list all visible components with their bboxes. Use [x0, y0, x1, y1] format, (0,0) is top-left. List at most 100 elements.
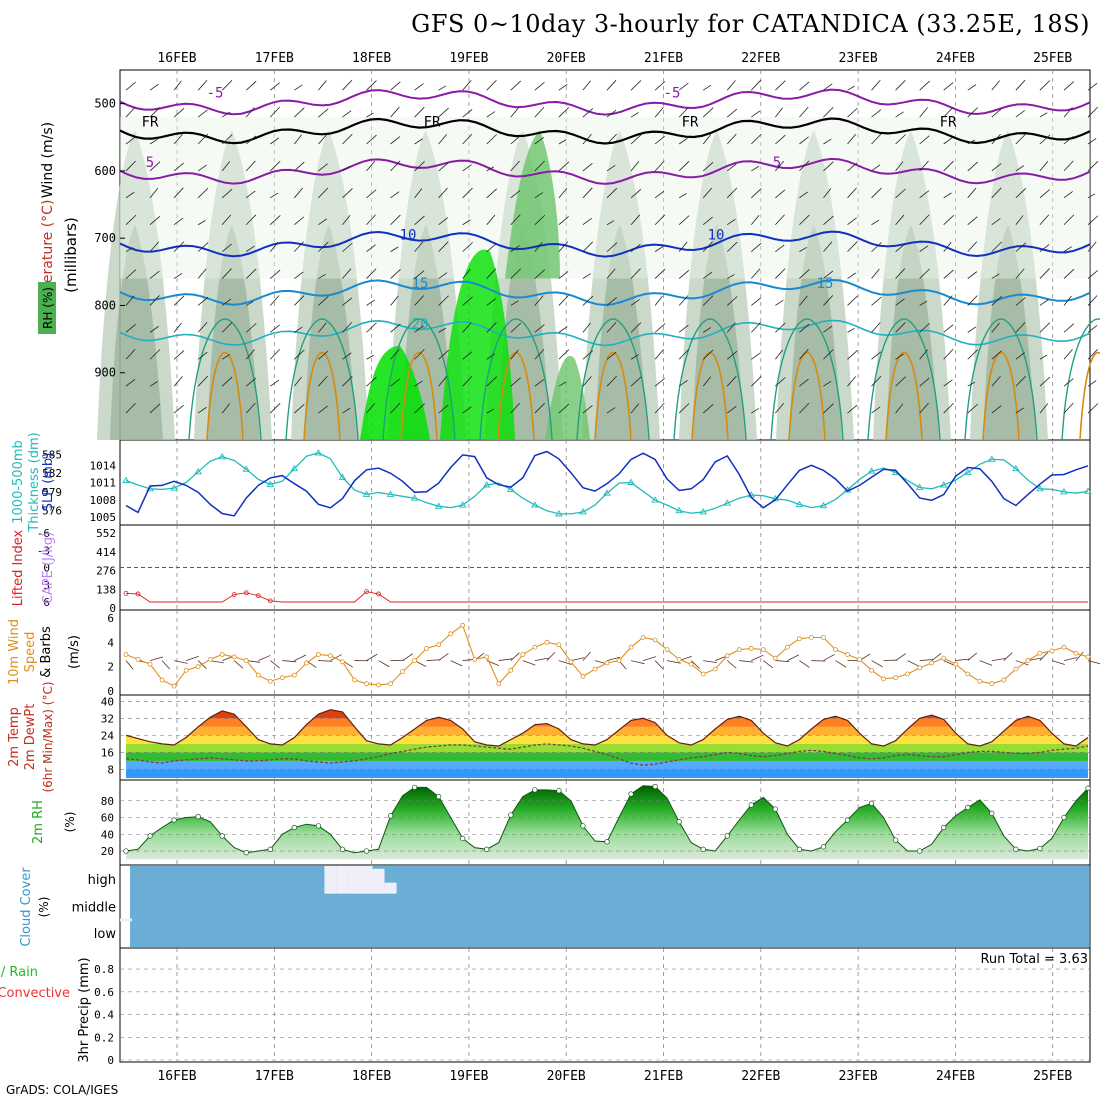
wind-barb — [775, 403, 785, 414]
isotherm-line — [188, 318, 262, 441]
wind-barb — [197, 268, 207, 279]
wind-barb — [486, 166, 495, 172]
wind-barb — [149, 270, 160, 279]
wind-barb — [919, 268, 930, 279]
precip-tick-label: 0.4 — [94, 1009, 114, 1022]
wind-barb — [221, 376, 233, 387]
wind-barb — [895, 80, 906, 91]
precip-tick-label: 0.2 — [94, 1031, 114, 1044]
wind-barb — [197, 164, 207, 172]
wind-barb — [342, 297, 353, 306]
wind10-barb — [1015, 660, 1029, 666]
wind-barb — [438, 187, 448, 199]
wind-barb — [366, 244, 376, 252]
wind-barb — [534, 379, 544, 387]
isotherm-line — [673, 318, 747, 441]
wind-barb — [606, 109, 617, 118]
thickness-tick-label: 579 — [42, 486, 62, 499]
wind-barb — [775, 377, 786, 387]
temperature-band — [121, 697, 1089, 710]
wind10-marker — [965, 671, 971, 677]
wind-barb — [414, 403, 425, 414]
bottom-day-label: 22FEB — [741, 1069, 780, 1084]
wind-barb — [1039, 244, 1050, 252]
wind-barb — [366, 112, 374, 118]
wind-barb — [221, 403, 231, 414]
wind10-barb — [1039, 652, 1049, 661]
wind10-barb — [450, 660, 463, 667]
wind-barb — [967, 139, 976, 145]
wind-barb — [678, 106, 690, 118]
wind-barb — [462, 109, 473, 118]
slp-tick-label: 1008 — [90, 494, 117, 507]
wind-barb — [799, 323, 810, 333]
wind-barb — [991, 108, 1002, 118]
wind-barb — [823, 161, 834, 172]
wind10-marker — [736, 647, 742, 653]
isotherm-line — [576, 318, 650, 441]
wind-barb — [991, 376, 1001, 387]
wind10-barb — [149, 656, 164, 661]
wind-barb — [221, 214, 232, 225]
wind10-marker — [1049, 648, 1055, 654]
wind-barb — [125, 136, 136, 145]
wind-barb — [558, 241, 569, 252]
bottom-day-label: 25FEB — [1033, 1069, 1072, 1084]
wind-barb — [294, 271, 304, 279]
wind10-marker — [640, 635, 646, 640]
precip-axis-label: 3hr Precip (mm) — [77, 957, 92, 1062]
wind-barb — [871, 296, 882, 306]
wind-barb — [799, 246, 807, 252]
dew2m-axis-label: 2m DewPt — [23, 704, 38, 771]
wind10-marker — [400, 669, 405, 674]
wind-barb — [125, 323, 136, 333]
wind-barb — [390, 106, 400, 118]
wind-barb — [486, 298, 497, 306]
wind-barb — [534, 192, 544, 199]
rh2m-marker — [484, 846, 490, 852]
rh-tick-label: 80 — [101, 795, 114, 808]
rh2m-marker — [652, 783, 658, 790]
thickness-marker — [988, 455, 996, 462]
wind10-barb — [654, 660, 664, 670]
thickness-tick-label: 582 — [42, 467, 62, 480]
dewpoint2m-line — [125, 743, 1089, 766]
wind-barb — [173, 376, 183, 387]
wind-barb — [558, 349, 570, 360]
wind10-barb — [799, 660, 810, 668]
wind10-barb — [811, 660, 826, 662]
wind10-barb — [907, 660, 920, 667]
credit-label: GrADS: COLA/IGES — [6, 1083, 119, 1097]
isotherm-line — [382, 318, 456, 441]
wind10-marker — [267, 678, 273, 684]
wind-barb — [173, 272, 183, 279]
wind10-marker — [724, 653, 730, 659]
wind10-marker — [857, 656, 862, 662]
wind-barb — [654, 135, 665, 145]
bottom-day-label: 21FEB — [644, 1069, 683, 1084]
wind-barb — [390, 160, 401, 172]
wind-barb — [1015, 188, 1027, 199]
wind10-barb — [751, 654, 764, 661]
wind-barb — [125, 160, 136, 172]
wind-barb — [654, 295, 663, 306]
wind-barb — [775, 268, 786, 279]
wind-barb — [678, 137, 688, 145]
wind-barb — [342, 268, 352, 279]
wind-barb — [1015, 133, 1026, 145]
wind10-marker — [616, 658, 622, 663]
wind-barb — [534, 402, 545, 414]
wind10-axis-label: Speed — [23, 632, 38, 673]
wind-barb — [510, 245, 520, 252]
isotherm-label: -5 — [664, 86, 681, 102]
rh2m-marker — [796, 846, 803, 852]
wind-barb — [438, 349, 449, 360]
wind-barb — [726, 108, 738, 118]
rh2m-marker — [195, 814, 201, 820]
wind10-barb — [787, 654, 800, 661]
wind-barb — [558, 107, 570, 118]
wind-barb — [967, 187, 977, 199]
rh2m-marker — [411, 784, 418, 790]
temp-tick-label: 40 — [101, 695, 114, 708]
slp-tick-label: 1011 — [90, 477, 117, 490]
